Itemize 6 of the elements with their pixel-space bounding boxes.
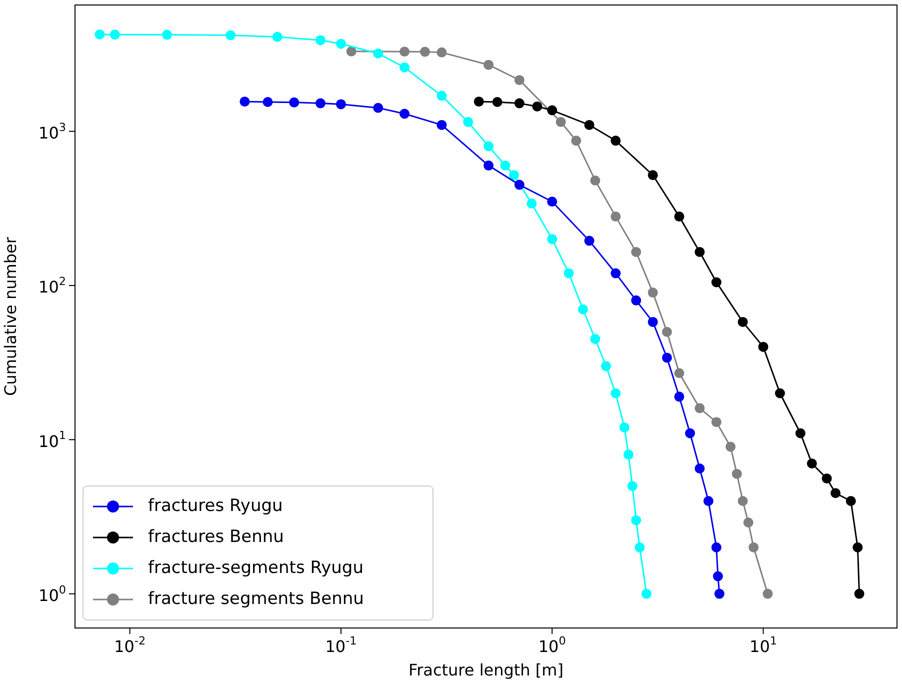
legend-label: fractures Ryugu <box>148 496 283 516</box>
y-axis-title: Cumulative number <box>0 236 20 396</box>
legend-label: fracture-segments Ryugu <box>148 558 364 578</box>
legend-label: fractures Bennu <box>148 526 284 547</box>
x-axis-title: Fracture length [m] <box>408 660 564 680</box>
legend-label: fracture segments Bennu <box>148 588 364 609</box>
